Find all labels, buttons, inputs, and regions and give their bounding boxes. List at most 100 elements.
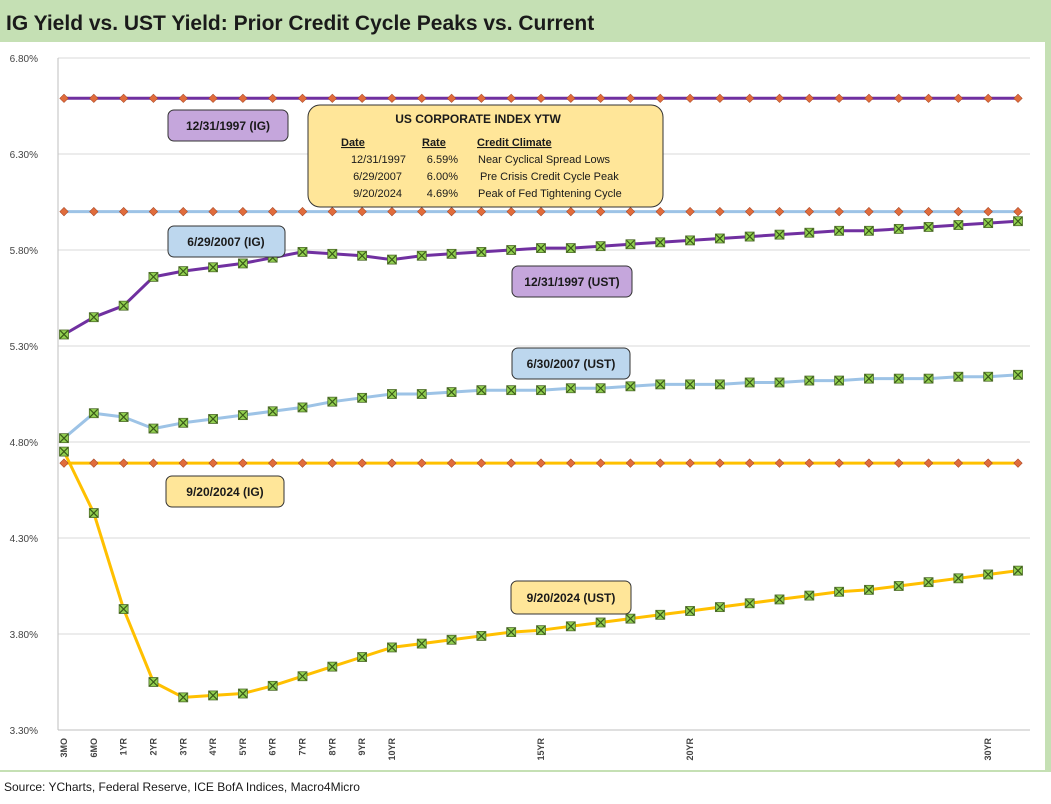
- y-tick-label: 4.30%: [10, 534, 38, 545]
- data-point-ust: [864, 225, 874, 236]
- data-point-ig: [953, 458, 963, 468]
- data-point-ig: [357, 93, 367, 103]
- data-point-ust: [923, 373, 934, 384]
- data-point-ig: [387, 458, 397, 468]
- data-point-ust-x: [894, 581, 904, 591]
- data-point-ig: [89, 458, 99, 468]
- data-point-ust-x: [626, 239, 635, 249]
- data-point-ust-x: [775, 378, 784, 387]
- label-ig2007-text: 6/29/2007 (IG): [187, 235, 264, 249]
- data-point-ig: [417, 93, 427, 103]
- data-point-ust: [59, 329, 69, 340]
- chart-title: IG Yield vs. UST Yield: Prior Credit Cyc…: [6, 12, 595, 35]
- data-point-ust-x: [59, 433, 69, 443]
- data-point-ust: [565, 621, 576, 632]
- data-point-ust: [953, 371, 964, 382]
- data-point-ust-x: [476, 631, 486, 641]
- data-point-ig: [536, 458, 546, 468]
- data-point-ust: [953, 573, 964, 584]
- data-point-ust: [893, 223, 904, 234]
- data-point-ust: [714, 233, 725, 244]
- data-point-ust-x: [238, 259, 248, 268]
- data-point-ust-x: [327, 397, 337, 407]
- data-point-ust-x: [357, 251, 367, 261]
- x-tick-label: 6MO: [89, 738, 99, 758]
- data-point-ust-x: [268, 406, 278, 416]
- data-point-ust: [774, 594, 785, 605]
- data-point-ust: [923, 577, 934, 588]
- data-point-ig: [119, 458, 129, 468]
- data-point-ig: [625, 458, 636, 468]
- data-point-ust-x: [536, 243, 546, 253]
- data-point-ig: [208, 458, 218, 468]
- data-point-ust-x: [89, 408, 99, 418]
- y-tick-label: 6.30%: [10, 150, 38, 161]
- data-point-ig: [327, 207, 337, 217]
- data-point-ust: [804, 375, 815, 386]
- legend-row-date: 6/29/2007: [353, 171, 402, 183]
- data-point-ust-x: [655, 379, 665, 389]
- data-point-ust-x: [983, 372, 993, 382]
- data-point-ust: [685, 379, 695, 390]
- data-point-ust: [774, 229, 785, 240]
- data-point-ust-x: [834, 226, 844, 236]
- data-point-ust-x: [775, 595, 784, 604]
- data-point-ust-x: [983, 570, 993, 579]
- data-point-ust: [357, 652, 368, 662]
- data-point-ig: [59, 458, 69, 468]
- data-point-ust: [536, 243, 546, 253]
- data-point-ust-x: [327, 249, 337, 259]
- data-point-ust-x: [834, 376, 844, 385]
- data-point-ig: [715, 207, 725, 217]
- data-point-ust-x: [149, 272, 158, 282]
- x-tick-label: 1YR: [119, 738, 129, 756]
- data-point-ig: [536, 207, 546, 217]
- data-point-ig: [476, 458, 486, 468]
- data-point-ig: [327, 458, 337, 468]
- data-point-ig: [238, 207, 248, 217]
- data-point-ust: [357, 392, 368, 403]
- legend-row-rate: 4.69%: [427, 188, 458, 200]
- data-point-ust-x: [924, 577, 933, 587]
- data-point-ust: [88, 312, 99, 323]
- x-tick-label: 9YR: [357, 738, 367, 756]
- data-point-ust: [327, 396, 338, 407]
- data-point-ust-x: [834, 587, 844, 597]
- data-point-ust: [595, 617, 606, 628]
- data-point-ig: [148, 93, 159, 103]
- x-tick-label: 7YR: [298, 738, 308, 756]
- data-point-ig: [446, 207, 457, 217]
- data-point-ust-x: [655, 610, 665, 620]
- label-ig1997: 12/31/1997 (IG): [167, 109, 289, 142]
- data-point-ust: [297, 402, 308, 413]
- label-ig1997-text: 12/31/1997 (IG): [186, 119, 270, 133]
- data-point-ust: [565, 383, 576, 394]
- data-point-ig: [536, 93, 546, 103]
- data-point-ig: [268, 458, 278, 468]
- data-point-ig: [894, 207, 904, 217]
- data-point-ust-x: [238, 689, 248, 698]
- legend-header-climate: Credit Climate: [477, 137, 552, 149]
- data-point-ig: [476, 207, 486, 217]
- label-ust2024-box: [510, 580, 632, 615]
- data-point-ust: [595, 241, 606, 252]
- data-point-ust: [387, 254, 397, 265]
- data-point-ig: [208, 93, 218, 103]
- data-point-ust: [685, 606, 695, 616]
- data-point-ust-x: [208, 262, 218, 272]
- data-point-ust: [834, 586, 845, 597]
- data-point-ig: [566, 458, 576, 468]
- data-point-ust-x: [536, 385, 546, 395]
- data-point-ust-x: [685, 606, 695, 616]
- data-point-ust: [208, 690, 218, 701]
- data-point-ust: [118, 300, 129, 311]
- data-point-ig: [1013, 207, 1023, 217]
- data-point-ust: [416, 389, 427, 399]
- data-point-ust-x: [655, 237, 665, 247]
- data-point-ust: [685, 235, 695, 246]
- data-point-ust: [506, 627, 517, 637]
- data-point-ust-x: [596, 241, 606, 251]
- data-point-ust-x: [89, 508, 99, 518]
- data-point-ust: [237, 688, 248, 699]
